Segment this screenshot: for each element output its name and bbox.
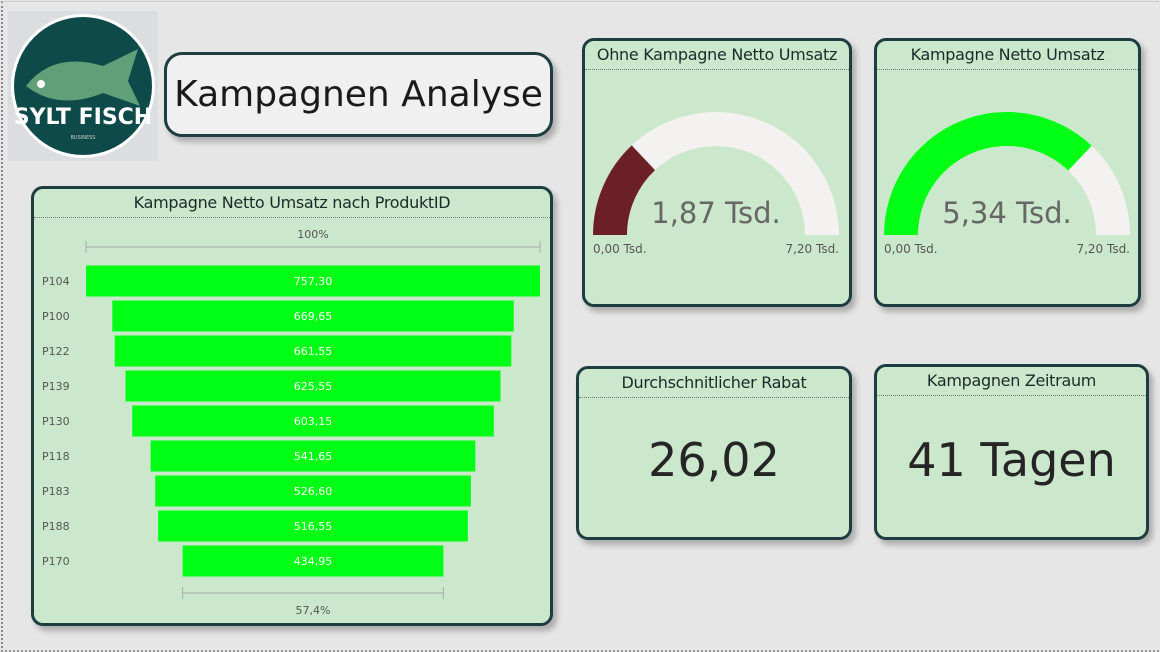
funnel-bar [125,370,501,402]
kpi-card-rabat: Durchschnitlicher Rabat 26,02 [576,366,852,540]
gauge-ohne-kampagne: 1,87 Tsd. 0,00 Tsd. 7,20 Tsd. [593,112,839,256]
funnel-bar-label: 669,65 [294,310,333,323]
gauge-title: Kampagne Netto Umsatz [910,45,1105,64]
funnel-bar-label: 661,55 [294,345,333,358]
funnel-category-label: P122 [42,345,70,358]
funnel-bar-label: 603,15 [294,415,333,428]
title-divider [34,217,550,218]
gauge-min-label: 0,00 Tsd. [884,242,938,256]
gauge-value: 5,34 Tsd. [942,196,1071,230]
funnel-bar [150,440,476,472]
gauge-fill [884,111,1092,235]
funnel-bar-label: 541,65 [294,450,333,463]
kpi-card-zeitraum: Kampagnen Zeitraum 41 Tagen [874,364,1149,540]
funnel-bar-label: 625,55 [294,380,333,393]
gauge-title: Ohne Kampagne Netto Umsatz [596,45,838,64]
funnel-bar [86,265,540,297]
funnel-bottom-percent: 57,4% [296,604,331,617]
gauge-value: 1,87 Tsd. [651,196,780,230]
title-divider [579,397,849,398]
kpi-title: Kampagnen Zeitraum [926,371,1097,390]
title-divider [585,69,849,70]
funnel-bar [158,510,468,542]
funnel-bar-label: 757,30 [294,275,333,288]
kpi-value: 26,02 [648,433,780,487]
funnel-category-label: P139 [42,380,70,393]
funnel-category-label: P188 [42,520,70,533]
logo-subtext: BUSINESS [71,135,96,141]
funnel-bar [182,545,444,577]
funnel-chart: 100% 57,4% 757,30 P104 669,65 P100 661,55 P12… [42,228,541,617]
title-divider [877,395,1146,396]
page-title: Kampagnen Analyse [164,52,553,137]
gauge-fill [593,145,656,235]
funnel-bar-label: 516,55 [294,520,333,533]
funnel-top-percent: 100% [297,228,328,241]
funnel-category-label: P118 [42,450,70,463]
funnel-category-label: P130 [42,415,70,428]
funnel-bar-label: 434,95 [294,555,333,568]
funnel-category-label: P183 [42,485,70,498]
kpi-title: Durchschnitlicher Rabat [621,373,807,392]
logo-text: SYLT FISCH [14,105,152,130]
gauge-max-label: 7,20 Tsd. [785,242,839,256]
funnel-category-label: P100 [42,310,70,323]
gauge-card-ohne-kampagne: Ohne Kampagne Netto Umsatz 1,87 Tsd. 0,00… [582,38,852,307]
funnel-category-label: P170 [42,555,70,568]
funnel-bar [114,335,512,367]
funnel-title: Kampagne Netto Umsatz nach ProduktID [133,193,451,212]
gauge-card-kampagne: Kampagne Netto Umsatz 5,34 Tsd. 0,00 Tsd.… [874,38,1141,307]
gauge-kampagne: 5,34 Tsd. 0,00 Tsd. 7,20 Tsd. [884,111,1130,256]
funnel-bar [132,405,494,437]
kpi-value: 41 Tagen [907,433,1116,487]
funnel-category-label: P104 [42,275,70,288]
sylt-fisch-logo: SYLT FISCH BUSINESS [8,11,158,161]
gauge-max-label: 7,20 Tsd. [1076,242,1130,256]
funnel-card: Kampagne Netto Umsatz nach ProduktID 100… [31,186,553,626]
gauge-track [593,112,839,235]
gauge-min-label: 0,00 Tsd. [593,242,647,256]
funnel-bar-label: 526,60 [294,485,333,498]
funnel-bar [155,475,471,507]
title-divider [877,69,1138,70]
funnel-bar [112,300,514,332]
